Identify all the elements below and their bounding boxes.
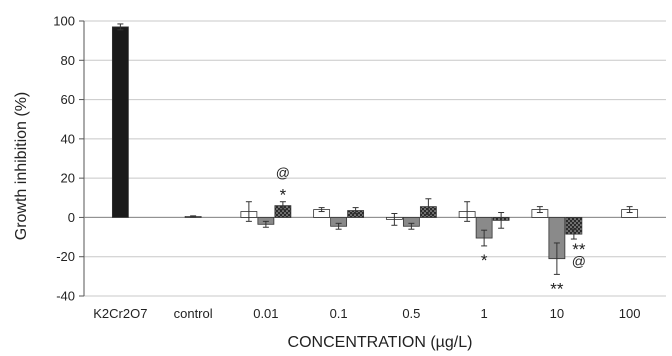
significance-mark: @ xyxy=(276,165,290,181)
y-axis-title: Growth inhibition (%) xyxy=(13,92,30,241)
significance-annotations: *@*****@ xyxy=(276,165,586,299)
y-tick-label: 20 xyxy=(61,171,75,186)
x-category-label: control xyxy=(174,306,213,321)
x-category-label: K2Cr2O7 xyxy=(93,306,147,321)
y-tick-label: -20 xyxy=(56,249,75,264)
significance-mark: * xyxy=(280,186,287,205)
x-category-labels: K2Cr2O7 control 0.01 0.1 0.5 1 10 100 xyxy=(93,306,640,321)
y-tick-label: -40 xyxy=(56,289,75,304)
y-tick-label: 0 xyxy=(68,210,75,225)
y-tick-label: 80 xyxy=(61,53,75,68)
significance-mark: ** xyxy=(572,240,586,259)
x-category-label: 0.1 xyxy=(330,306,348,321)
y-tick-label: 60 xyxy=(61,92,75,107)
error-bars xyxy=(117,23,633,275)
y-tick-label: 100 xyxy=(53,14,75,29)
x-category-label: 10 xyxy=(550,306,564,321)
bars xyxy=(111,26,639,260)
significance-mark: @ xyxy=(572,253,586,269)
x-category-label: 0.5 xyxy=(402,306,420,321)
significance-mark: * xyxy=(481,251,488,270)
bar-K2Cr2O7 xyxy=(111,26,129,218)
x-category-label: 0.01 xyxy=(253,306,278,321)
x-axis-title: CONCENTRATION (µg/L) xyxy=(288,334,473,351)
x-category-label: 1 xyxy=(481,306,488,321)
y-tick-labels: -40 -20 0 20 40 60 80 100 xyxy=(53,14,75,304)
x-category-label: 100 xyxy=(619,306,641,321)
significance-mark: ** xyxy=(550,279,564,298)
y-tick-label: 40 xyxy=(61,131,75,146)
